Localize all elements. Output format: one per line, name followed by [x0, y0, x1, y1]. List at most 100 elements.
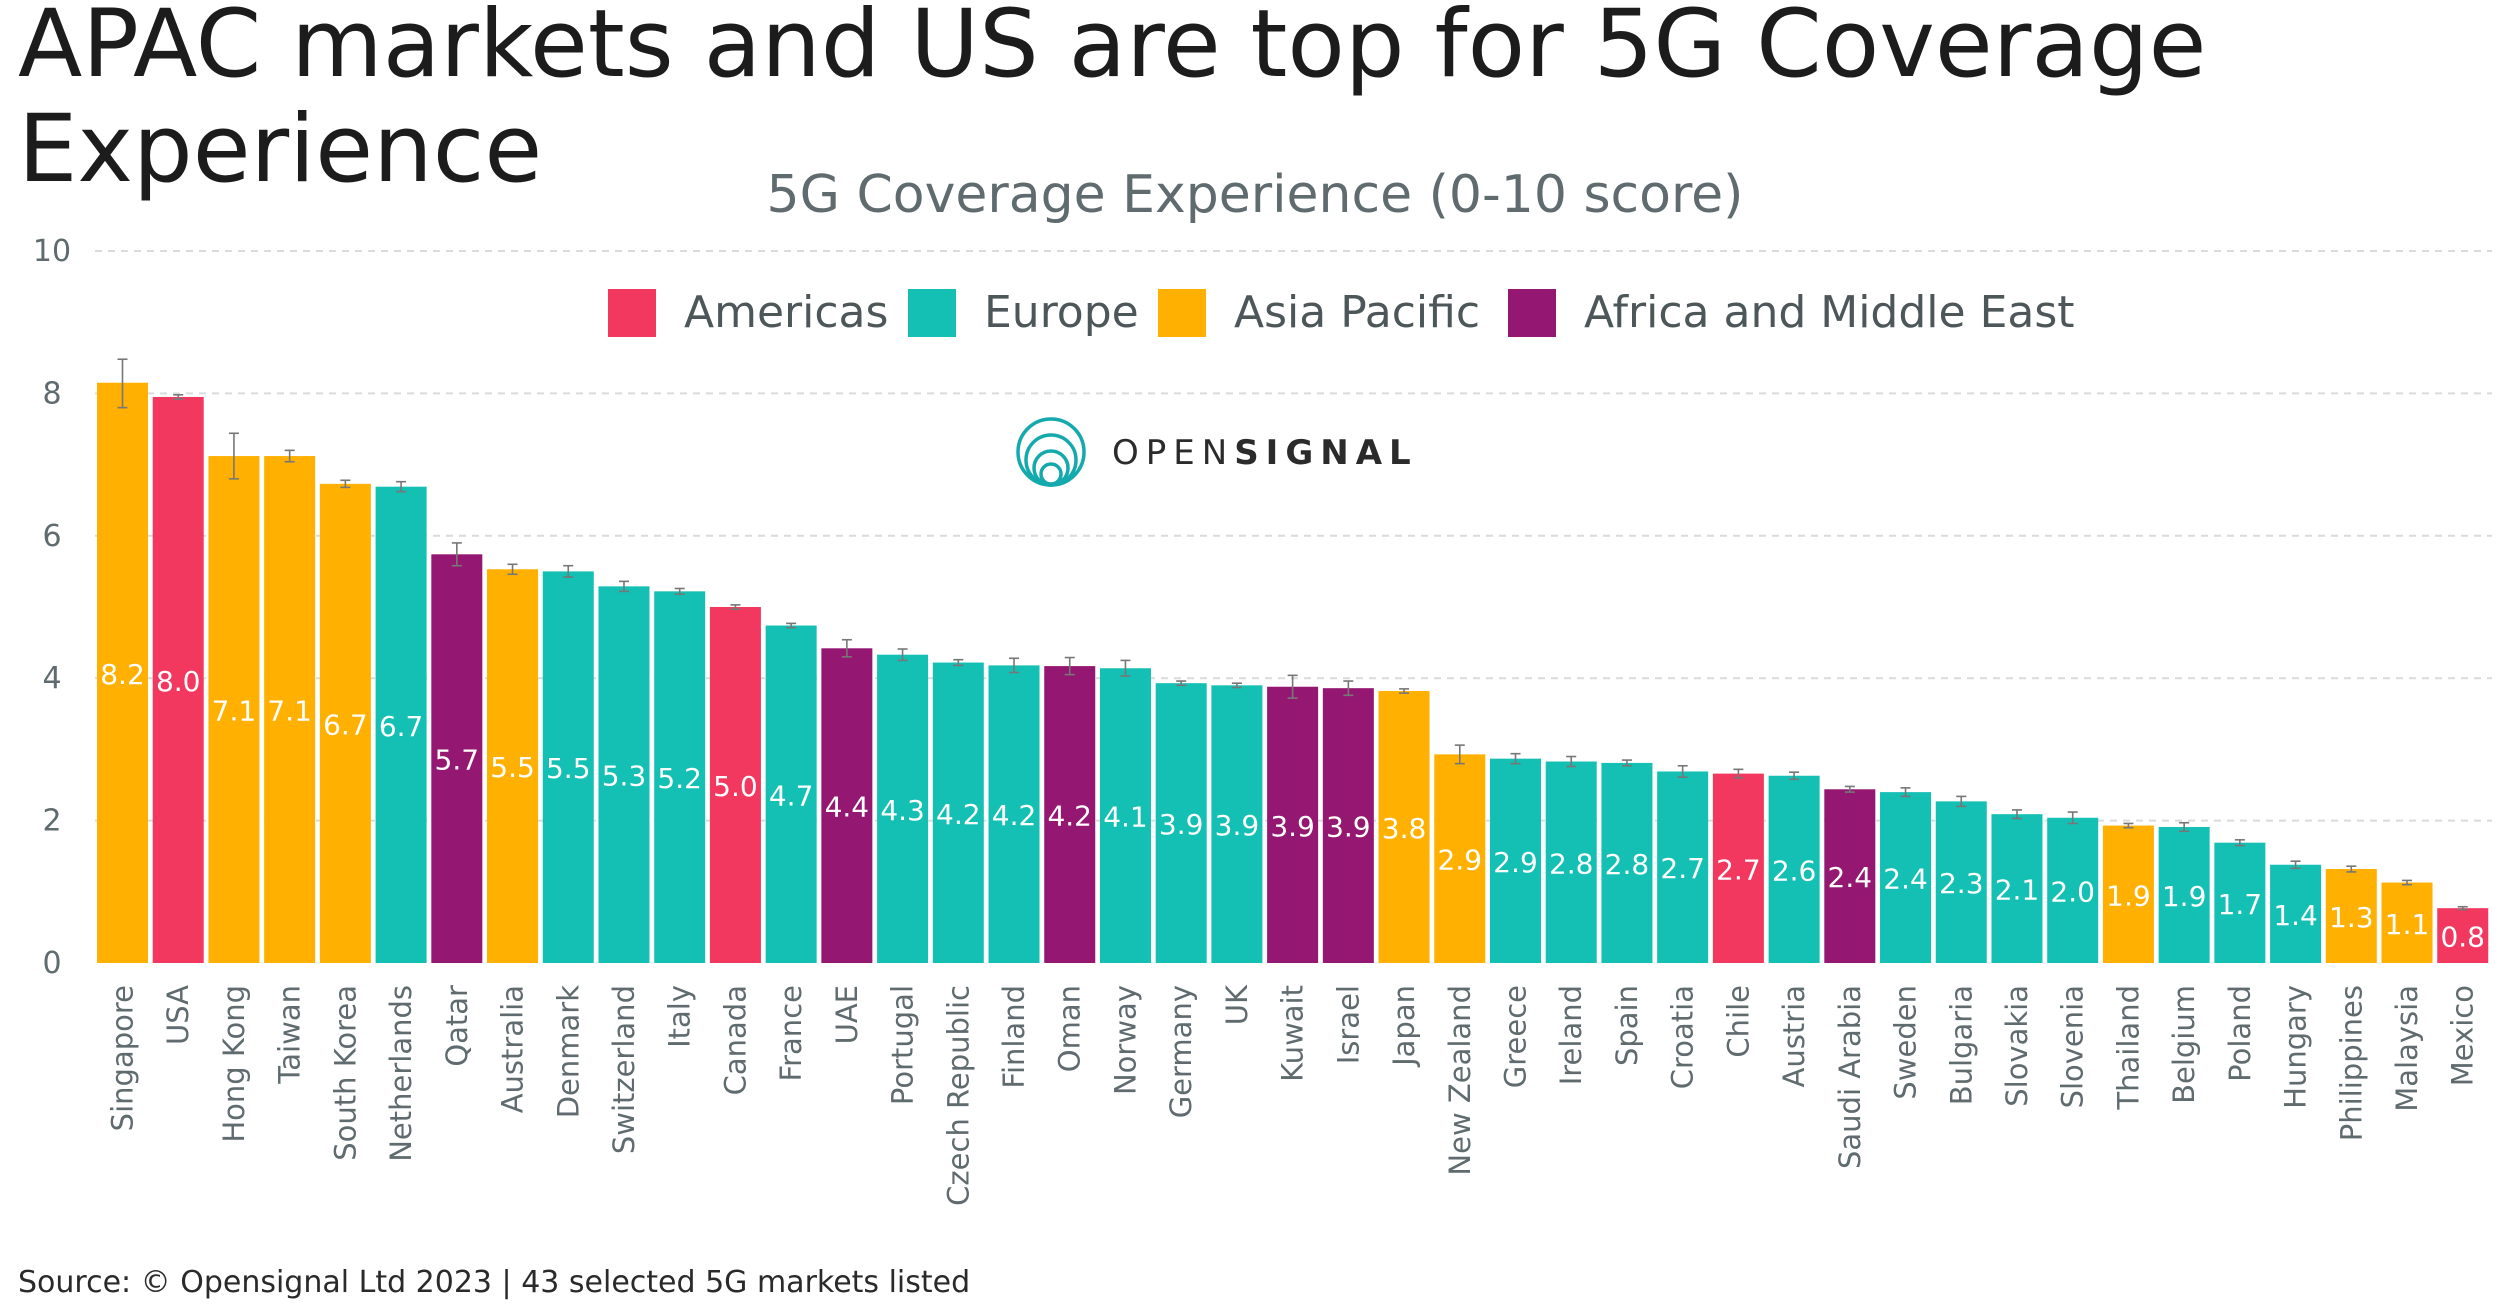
- data-label: 1.3: [2329, 901, 2374, 934]
- data-label: 3.9: [1159, 808, 1204, 841]
- bar: [2102, 825, 2154, 963]
- bar: [1267, 686, 1319, 963]
- x-tick-label: Malaysia: [2390, 985, 2424, 1112]
- legend-label: Africa and Middle East: [1584, 287, 2075, 338]
- data-label: 8.2: [100, 658, 145, 691]
- data-label: 6.7: [379, 710, 424, 743]
- data-label: 3.8: [1382, 812, 1427, 845]
- y-axis-ticks: 0 2 4 6 8 10: [33, 234, 71, 981]
- bar: [932, 662, 984, 963]
- x-tick-label: Denmark: [551, 985, 585, 1118]
- bar: [2325, 869, 2377, 963]
- data-label: 2.4: [1883, 863, 1928, 896]
- x-tick-label: Poland: [2223, 985, 2257, 1082]
- bar: [821, 648, 873, 963]
- x-tick-label: Switzerland: [607, 985, 641, 1154]
- bar: [2270, 864, 2322, 963]
- legend: Americas Europe Asia Pacific Africa and Mid…: [608, 287, 2075, 338]
- bar: [877, 654, 929, 963]
- bar: [152, 396, 204, 964]
- x-tick-label: Hong Kong: [217, 985, 251, 1143]
- x-tick-label: Portugal: [886, 985, 920, 1105]
- bar: [1768, 775, 1820, 963]
- x-tick-label: Philippines: [2334, 985, 2368, 1141]
- data-label: 5.7: [435, 744, 480, 777]
- legend-label: Americas: [684, 287, 888, 338]
- legend-swatch: [908, 289, 956, 337]
- x-tick-label: Israel: [1331, 985, 1365, 1064]
- opensignal-logo: OPENSIGNAL: [1016, 417, 1411, 487]
- bar: [2437, 908, 2489, 963]
- bar: [1657, 771, 1709, 963]
- legend-swatch: [1158, 289, 1206, 337]
- x-tick-label: Saudi Arabia: [1833, 985, 1867, 1169]
- x-tick-label: Croatia: [1666, 985, 1700, 1089]
- y-tick-label: 6: [42, 519, 61, 554]
- bar: [1099, 668, 1151, 963]
- headline: APAC markets and US are top for 5G Cover…: [18, 0, 2207, 204]
- data-label: 1.9: [2106, 879, 2151, 912]
- x-tick-label: Norway: [1108, 985, 1142, 1095]
- data-label: 2.3: [1939, 867, 1984, 900]
- data-label: 3.9: [1215, 809, 1260, 842]
- x-tick-label: Czech Republic: [941, 985, 975, 1206]
- data-label: 2.4: [1828, 861, 1873, 894]
- data-label: 2.7: [1716, 853, 1761, 886]
- bar: [654, 591, 706, 963]
- x-tick-label: Ireland: [1554, 985, 1588, 1085]
- data-label: 7.1: [267, 695, 312, 728]
- data-labels: 8.2 8.0 7.1 7.1 6.7 6.7 5.7 5.5 5.5 5.3 5.2 5.0 4.7 4…: [100, 658, 2485, 954]
- x-tick-label: Austria: [1777, 985, 1811, 1087]
- x-axis-ticks: Singapore USA Hong Kong Taiwan South Korea Ne…: [106, 984, 2480, 1206]
- data-label: 7.1: [212, 695, 257, 728]
- x-tick-label: Oman: [1053, 985, 1087, 1072]
- data-label: 1.9: [2162, 880, 2207, 913]
- data-label: 1.1: [2385, 908, 2430, 941]
- x-tick-label: Bulgaria: [1944, 985, 1978, 1105]
- bar: [598, 586, 650, 963]
- bar: [1935, 801, 1987, 963]
- data-label: 4.2: [1047, 800, 1092, 833]
- x-tick-label: Sweden: [1889, 985, 1923, 1100]
- data-label: 5.5: [546, 752, 591, 785]
- data-label: 2.8: [1605, 848, 1650, 881]
- x-tick-label: Singapore: [106, 985, 140, 1131]
- x-tick-label: New Zealand: [1443, 985, 1477, 1176]
- data-label: 2.9: [1438, 844, 1483, 877]
- x-tick-label: UK: [1220, 984, 1254, 1025]
- x-tick-label: Netherlands: [384, 985, 418, 1162]
- bar: [319, 483, 371, 963]
- data-label: 4.7: [769, 779, 814, 812]
- bar: [1601, 762, 1653, 963]
- data-label: 6.7: [323, 708, 368, 741]
- legend-label: Asia Pacific: [1234, 287, 1480, 338]
- data-label: 5.2: [657, 762, 702, 795]
- y-tick-label: 10: [33, 234, 71, 269]
- data-label: 5.5: [490, 751, 535, 784]
- data-label: 0.8: [2440, 921, 2485, 954]
- bar: [97, 382, 148, 964]
- bar: [375, 486, 427, 963]
- x-tick-label: Qatar: [440, 985, 474, 1067]
- data-label: 3.9: [1326, 811, 1371, 844]
- x-tick-label: Finland: [997, 985, 1031, 1089]
- x-tick-label: Greece: [1499, 985, 1533, 1088]
- error-bars: [117, 358, 2468, 911]
- bar: [988, 665, 1040, 963]
- bar: [1211, 685, 1263, 963]
- x-tick-label: Chile: [1721, 985, 1755, 1058]
- bar: [2158, 827, 2210, 963]
- bar: [1545, 761, 1597, 963]
- bar: [1824, 789, 1876, 963]
- y-tick-label: 4: [42, 661, 61, 696]
- bar: [542, 571, 594, 963]
- x-tick-label: Canada: [718, 985, 752, 1095]
- data-label: 4.3: [880, 794, 925, 827]
- bar: [264, 456, 316, 963]
- bar: [1490, 758, 1541, 963]
- bar: [2214, 842, 2266, 963]
- x-tick-label: Kuwait: [1276, 985, 1310, 1082]
- x-tick-label: USA: [161, 985, 195, 1045]
- bar: [709, 607, 761, 963]
